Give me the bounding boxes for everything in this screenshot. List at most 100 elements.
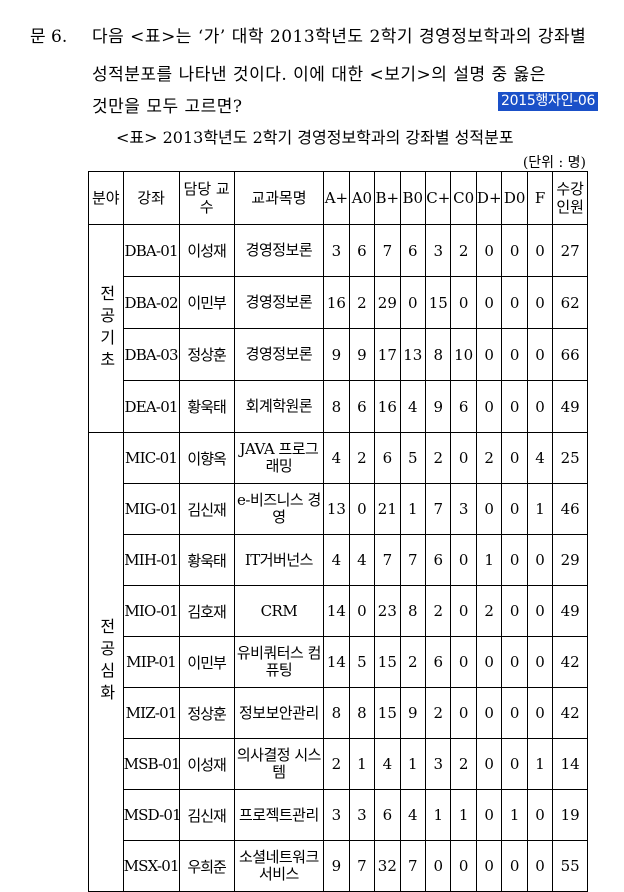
grade-count-cell: 2 [425,432,452,484]
professor-cell: 김신재 [178,789,235,841]
course-name-cell: 유비쿼터스 컴퓨팅 [233,636,325,688]
grade-count-cell: 5 [399,432,427,484]
grade-count-cell: 2 [450,738,477,790]
grade-count-cell: 1 [526,738,554,790]
course-code-cell: MIG-01 [122,483,180,535]
grade-count-cell: 4 [526,432,554,484]
question-text-line-3: 것만을 모두 고르면? [92,97,243,117]
grade-count-cell: 6 [348,224,376,277]
grade-count-cell: 8 [348,687,376,739]
grade-count-cell: 0 [475,224,503,277]
grade-count-cell: 7 [399,534,427,586]
grade-count-cell: 3 [323,224,350,277]
table-row: DEA-01 황욱태 회계학원론 8 6 16 4 9 6 0 0 0 49 [89,380,588,433]
professor-cell: 김신재 [178,483,235,535]
course-code-cell: DEA-01 [122,380,180,433]
grade-count-cell: 1 [399,483,427,535]
header-grade: A+ [323,171,350,225]
grade-count-cell: 0 [501,636,528,688]
grade-count-cell: 0 [475,687,503,739]
header-professor: 담당 교수 [178,171,235,225]
grade-count-cell: 6 [425,534,452,586]
field-cell: 전공기초 [88,224,124,433]
students-cell: 66 [552,328,588,381]
table-row: MIO-01 김호재 CRM 14 0 23 8 2 0 2 0 0 49 [89,585,588,637]
course-code-cell: MIP-01 [122,636,180,688]
course-name-cell: e-비즈니스 경영 [233,483,325,535]
grade-count-cell: 0 [475,328,503,381]
grade-count-cell: 7 [374,224,401,277]
course-name-cell: 정보보안관리 [233,687,325,739]
table-row: MIZ-01 정상훈 정보보안관리 8 8 15 9 2 0 0 0 0 42 [89,687,588,739]
grade-count-cell: 23 [374,585,401,637]
students-cell: 14 [552,738,588,790]
table-row: MSX-01 우희준 소셜네트워크 서비스 9 7 32 7 0 0 0 0 0 55 [89,840,588,892]
grade-count-cell: 0 [425,840,452,892]
grade-count-cell: 0 [348,585,376,637]
grade-count-cell: 3 [425,224,452,277]
grade-count-cell: 2 [399,636,427,688]
course-code-cell: DBA-01 [122,224,180,277]
course-name-cell: 경영정보론 [233,328,325,381]
table-body: 전공기초 DBA-01 이성재 경영정보론 3 6 7 6 3 2 0 0 0 27 DBA-02 이민부 경영… [88,224,588,892]
students-cell: 27 [552,224,588,277]
grade-count-cell: 1 [501,789,528,841]
question-number: 문 6. [30,27,68,47]
question-text-line-1: 다음 <표>는 ‘가’ 대학 2013학년도 2학기 경영정보학과의 강좌별 [92,27,587,47]
table-row: MSB-01 이성재 의사결정 시스템 2 1 4 1 3 2 0 0 1 14 [89,738,588,790]
header-grade: B+ [374,171,401,225]
grade-count-cell: 3 [348,789,376,841]
header-grade: A0 [348,171,376,225]
grade-count-cell: 0 [450,585,477,637]
grade-count-cell: 15 [374,636,401,688]
grade-count-cell: 0 [526,789,554,841]
grade-count-cell: 7 [399,840,427,892]
professor-cell: 이성재 [178,738,235,790]
course-code-cell: MIC-01 [122,432,180,484]
grade-distribution-table: 분야 강좌 담당 교수 교과목명 A+ A0 B+ B0 C+ C0 D+ D0… [88,171,588,892]
grade-count-cell: 0 [501,328,528,381]
grade-count-cell: 3 [425,738,452,790]
field-label: 전공심화 [96,618,116,706]
course-name-cell: JAVA 프로그래밍 [233,432,325,484]
professor-cell: 정상훈 [178,328,235,381]
students-cell: 42 [552,687,588,739]
grade-count-cell: 0 [501,840,528,892]
students-cell: 42 [552,636,588,688]
grade-count-cell: 0 [526,687,554,739]
grade-count-cell: 16 [323,276,350,329]
grade-count-cell: 0 [450,687,477,739]
grade-count-cell: 0 [526,840,554,892]
grade-count-cell: 5 [348,636,376,688]
grade-count-cell: 0 [501,483,528,535]
course-name-cell: IT거버넌스 [233,534,325,586]
grade-count-cell: 0 [526,534,554,586]
course-code-cell: MIH-01 [122,534,180,586]
grade-count-cell: 3 [450,483,477,535]
grade-count-cell: 2 [475,585,503,637]
grade-count-cell: 0 [501,687,528,739]
grade-count-cell: 0 [526,380,554,433]
course-code-cell: MIZ-01 [122,687,180,739]
table-row: DBA-02 이민부 경영정보론 16 2 29 0 15 0 0 0 0 62 [89,276,588,329]
grade-count-cell: 8 [425,328,452,381]
grade-count-cell: 1 [526,483,554,535]
grade-count-cell: 1 [450,789,477,841]
table-row: MSD-01 김신재 프로젝트관리 3 3 6 4 1 1 0 1 0 19 [89,789,588,841]
professor-cell: 이민부 [178,276,235,329]
field-label: 전공기초 [96,284,116,373]
grade-count-cell: 8 [323,687,350,739]
students-cell: 29 [552,534,588,586]
grade-count-cell: 1 [348,738,376,790]
grade-count-cell: 6 [374,432,401,484]
table-row: 전공기초 DBA-01 이성재 경영정보론 3 6 7 6 3 2 0 0 0 27 [88,224,588,433]
professor-cell: 김호재 [178,585,235,637]
header-grade: D0 [501,171,528,225]
grade-count-cell: 8 [399,585,427,637]
grade-count-cell: 6 [450,380,477,433]
grade-count-cell: 21 [374,483,401,535]
professor-cell: 이성재 [178,224,235,277]
table-row: DBA-03 정상훈 경영정보론 9 9 17 13 8 10 0 0 0 66 [89,328,588,381]
table-row: MIG-01 김신재 e-비즈니스 경영 13 0 21 1 7 3 0 0 1 46 [89,483,588,535]
grade-count-cell: 2 [425,687,452,739]
